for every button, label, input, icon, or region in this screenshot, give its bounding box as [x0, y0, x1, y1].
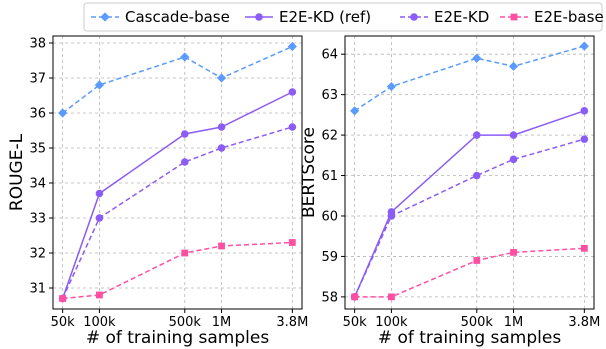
- legend-item-e2e-kd-ref: E2E-KD (ref): [245, 8, 371, 26]
- data-point-cascade-base: [216, 73, 227, 83]
- series-line-e2e-kd: [353, 138, 585, 298]
- data-point-e2e-kd: [180, 158, 189, 166]
- x-tick-label: 50k: [343, 315, 368, 330]
- y-tick-label: 38: [29, 37, 46, 52]
- data-point-cascade-base: [508, 61, 519, 71]
- legend-marker: [510, 13, 518, 21]
- data-point-e2e-kd: [95, 214, 104, 222]
- data-point-cascade-base: [287, 41, 297, 52]
- y-tick-label: 61: [321, 169, 338, 184]
- y-tick-label: 58: [321, 290, 338, 305]
- data-point-e2e-kd: [387, 212, 396, 220]
- y-tick-label: 31: [29, 282, 46, 297]
- data-point-e2e-kd: [509, 155, 518, 164]
- data-point-e2e-base: [351, 293, 359, 301]
- y-tick-label: 32: [29, 247, 46, 262]
- data-point-e2e-kd-ref: [95, 189, 104, 198]
- x-tick-label: 100k: [83, 315, 116, 330]
- legend-item-cascade-base: Cascade-base: [91, 8, 230, 26]
- legend-marker: [100, 12, 110, 22]
- y-tick-label: 33: [29, 212, 46, 227]
- series-line-cascade-base: [62, 45, 293, 114]
- x-axis-label: # of training samples: [86, 328, 270, 348]
- legend-item-e2e-base: E2E-base: [500, 8, 604, 26]
- y-tick-label: 64: [321, 48, 338, 63]
- data-point-e2e-base: [580, 244, 588, 252]
- data-point-cascade-base: [472, 53, 482, 63]
- legend-label: Cascade-base: [125, 8, 230, 26]
- legend-box: [83, 2, 603, 32]
- data-point-e2e-base: [218, 242, 225, 250]
- plot-frame: [52, 35, 303, 310]
- data-point-e2e-base: [388, 293, 395, 301]
- y-tick-label: 62: [321, 129, 338, 144]
- data-point-cascade-base: [58, 108, 68, 118]
- legend-label: E2E-KD (ref): [279, 8, 371, 26]
- series-line-e2e-kd: [61, 126, 293, 299]
- y-axis-label: ROUGE-L: [7, 133, 27, 211]
- series-line-e2e-base: [62, 241, 293, 300]
- y-tick-label: 34: [29, 177, 46, 192]
- data-point-e2e-kd-ref: [509, 131, 518, 139]
- data-point-cascade-base: [94, 80, 105, 90]
- data-point-cascade-base: [180, 52, 190, 62]
- chart-panel-1: 31 32 33 34 35 36 37 38 50k 100k 500k 1M 3.8M # of tr…: [7, 35, 308, 348]
- legend-marker: [255, 13, 263, 21]
- y-tick-label: 60: [321, 209, 338, 224]
- y-tick-label: 59: [321, 250, 338, 265]
- x-tick-label: 500k: [461, 315, 494, 330]
- y-tick-label: 36: [29, 107, 46, 122]
- chart-panel-2: 58 59 60 61 62 63 64 50k 100k 500k 1M 3.8M # of trai…: [299, 35, 600, 348]
- x-tick-label: 3.8M: [276, 315, 308, 330]
- data-point-e2e-base: [59, 295, 67, 302]
- legend-label: E2E-base: [534, 8, 604, 26]
- data-point-e2e-kd-ref: [180, 130, 189, 138]
- data-point-e2e-base: [510, 248, 517, 256]
- series-line-e2e-base: [354, 247, 585, 298]
- x-tick-label: 500k: [169, 315, 202, 330]
- data-point-cascade-base: [579, 41, 589, 51]
- data-point-e2e-base: [181, 249, 189, 257]
- x-axis-label: # of training samples: [378, 328, 562, 348]
- data-point-cascade-base: [386, 81, 397, 92]
- x-tick-label: 1M: [504, 315, 524, 330]
- legend-label: E2E-KD: [434, 8, 489, 26]
- x-tick-label: 100k: [375, 315, 408, 330]
- data-point-e2e-base: [288, 239, 296, 246]
- data-point-e2e-base: [96, 291, 103, 299]
- y-axis-label: BERTScore: [299, 127, 319, 218]
- legend-item-e2e-kd: E2E-KD: [400, 8, 489, 26]
- series-line-cascade-base: [354, 45, 585, 112]
- data-point-cascade-base: [350, 106, 360, 116]
- data-point-e2e-kd: [288, 123, 297, 131]
- data-point-e2e-kd-ref: [472, 131, 481, 139]
- y-tick-label: 37: [29, 72, 46, 87]
- data-point-e2e-kd-ref: [288, 88, 297, 96]
- data-point-e2e-kd-ref: [580, 107, 589, 115]
- x-tick-label: 3.8M: [568, 315, 600, 330]
- y-tick-label: 35: [29, 142, 46, 157]
- legend-marker: [410, 13, 418, 21]
- data-point-e2e-kd: [217, 144, 226, 152]
- x-tick-label: 1M: [212, 315, 232, 330]
- data-point-e2e-kd: [472, 171, 481, 180]
- y-tick-label: 63: [321, 88, 338, 103]
- plot-frame: [344, 35, 595, 310]
- x-tick-label: 50k: [51, 315, 76, 330]
- legend: Cascade-base E2E-KD (ref) E2E-KD E2E-base: [83, 2, 604, 32]
- data-point-e2e-base: [473, 257, 481, 264]
- data-point-e2e-kd-ref: [217, 123, 226, 131]
- series-line-e2e-kd-ref: [353, 110, 585, 298]
- data-point-e2e-kd: [580, 135, 589, 143]
